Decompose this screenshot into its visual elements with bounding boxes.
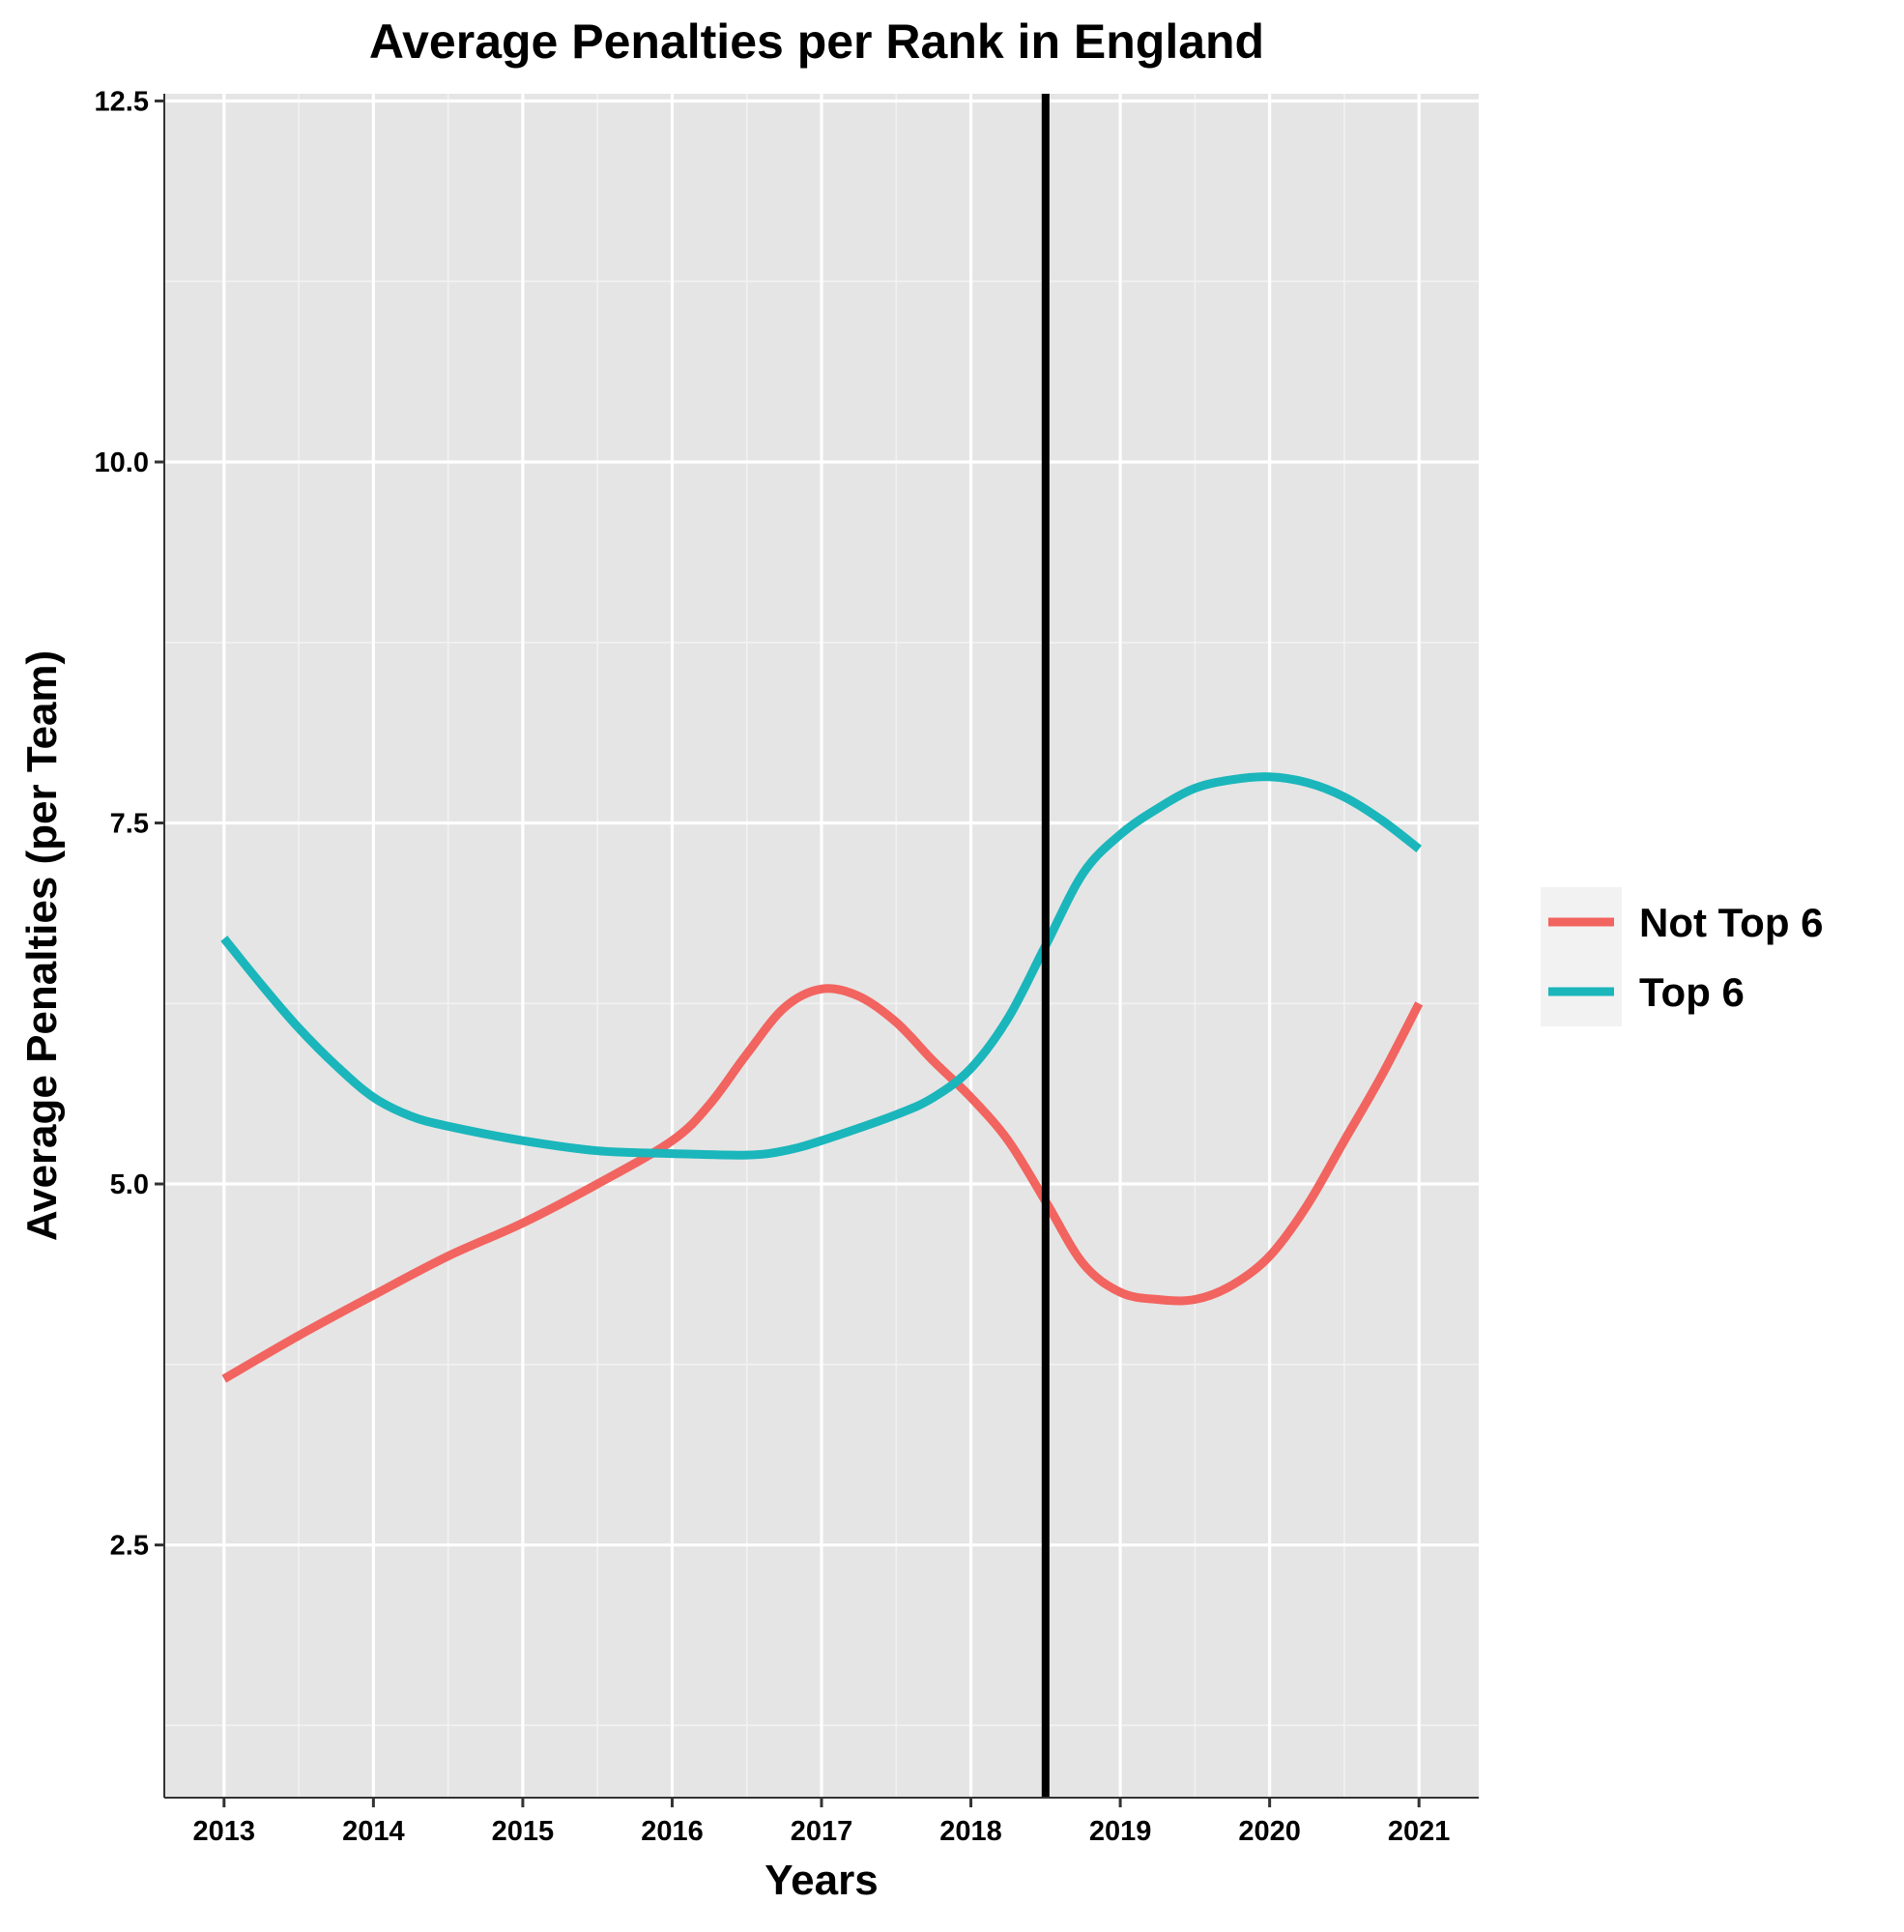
x-tick-label: 2017: [791, 1816, 853, 1847]
x-tick-label: 2019: [1089, 1816, 1152, 1847]
y-tick-label: 2.5: [110, 1531, 149, 1562]
y-tick-label: 5.0: [110, 1169, 149, 1200]
y-axis-title: Average Penalties (per Team): [18, 650, 66, 1241]
x-tick-label: 2021: [1388, 1816, 1451, 1847]
series-line-not-top-6: [221, 984, 1424, 1383]
legend-label: Not Top 6: [1639, 900, 1824, 945]
series-lines: [220, 772, 1424, 1383]
legend: Not Top 6 Top 6: [1541, 887, 1824, 1026]
y-tick-label: 12.5: [95, 86, 149, 117]
legend-label: Top 6: [1639, 969, 1745, 1015]
major-gridlines: [164, 94, 1479, 1798]
x-tick-label: 2013: [193, 1816, 256, 1847]
y-tick-label: 10.0: [95, 447, 149, 478]
x-tick-label: 2015: [492, 1816, 555, 1847]
x-tick-label: 2014: [342, 1816, 405, 1847]
legend-key-background: [1541, 887, 1622, 1026]
x-axis-title: Years: [764, 1857, 878, 1904]
y-tick-label: 7.5: [110, 809, 149, 840]
series-line-top-6: [220, 772, 1422, 1160]
x-tick-label: 2018: [939, 1816, 1002, 1847]
x-tick-label: 2020: [1238, 1816, 1301, 1847]
x-axis: 2013 2014 2015 2016 2017 2018 2019 2020 2021: [164, 1797, 1479, 1847]
x-tick-label: 2016: [641, 1816, 704, 1847]
chart-title: Average Penalties per Rank in England: [369, 14, 1264, 69]
y-axis: 2.5 5.0 7.5 10.0 12.5: [95, 86, 165, 1798]
